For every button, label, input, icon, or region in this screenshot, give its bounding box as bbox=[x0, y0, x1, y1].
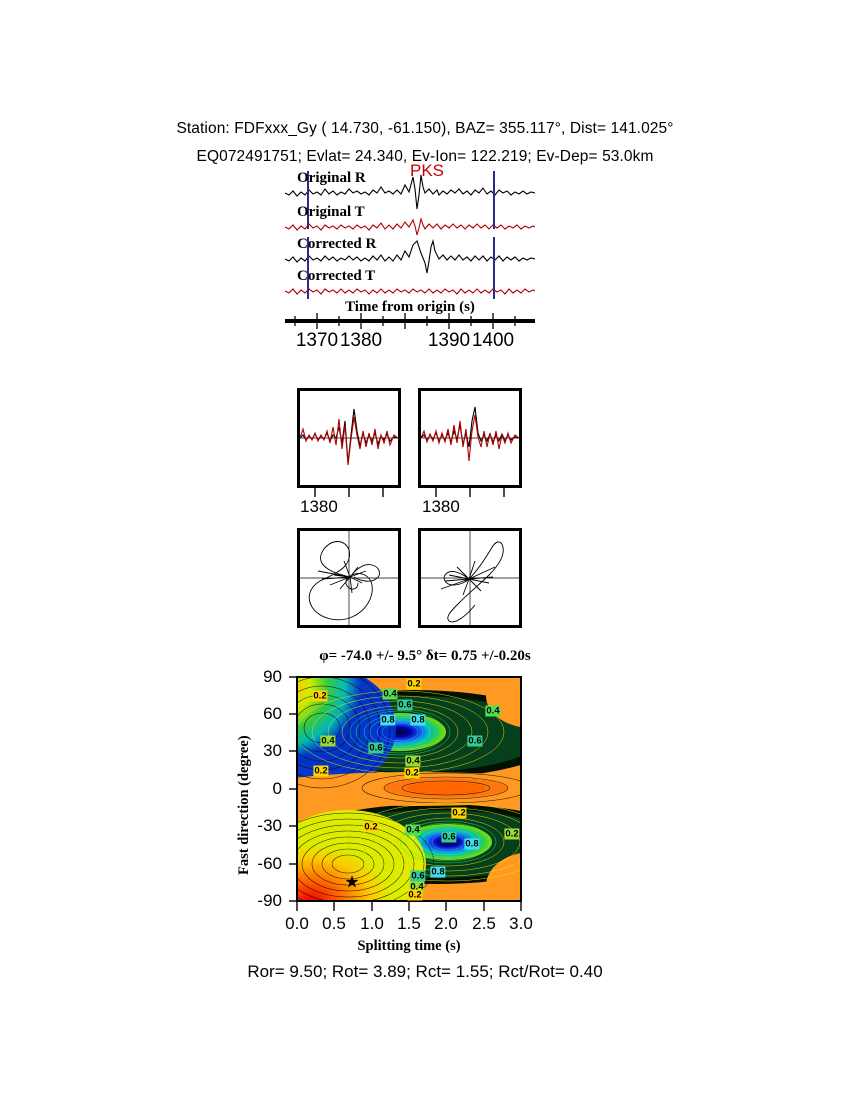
trace-label-corrected-r: Corrected R bbox=[297, 236, 377, 252]
trace-original-r bbox=[285, 174, 535, 210]
x-tick-2.5: 2.5 bbox=[472, 914, 496, 933]
y-tick-0: 0 bbox=[272, 779, 282, 798]
time-marker-line-right-top bbox=[493, 171, 495, 229]
contour-label: 0.2 bbox=[404, 767, 420, 779]
trace-corrected-t bbox=[285, 288, 535, 295]
x-tick-1.0: 1.0 bbox=[360, 914, 384, 933]
contour-label: 0.4 bbox=[405, 755, 421, 767]
contour-label: 0.2 bbox=[363, 821, 379, 833]
y-tick-60: 60 bbox=[263, 704, 282, 723]
contour-label: 0.2 bbox=[406, 678, 422, 690]
contour-y-axis-ticks bbox=[289, 676, 298, 902]
event-info-text: EQ072491751; Evlat= 24.340, Ev-Ion= 122.… bbox=[196, 148, 654, 165]
time-marker-line-left-top bbox=[307, 171, 309, 229]
contour-label: 0.6 bbox=[368, 742, 384, 754]
comparison-left-slow-trace bbox=[300, 416, 398, 466]
trace-label-corrected-t: Corrected T bbox=[297, 268, 376, 284]
trace-corrected-r bbox=[285, 238, 535, 274]
contour-label: 0.2 bbox=[312, 690, 328, 702]
trace-label-original-r: Original R bbox=[297, 170, 366, 186]
contour-label: 0.4 bbox=[320, 735, 336, 747]
comparison-left-tick-label: 1380 bbox=[300, 497, 338, 516]
trace-label-original-t: Original T bbox=[297, 204, 365, 220]
contour-label: 0.6 bbox=[397, 699, 413, 711]
header-line-1: Station: FDFxxx_Gy ( 14.730, -61.150), B… bbox=[0, 120, 850, 138]
particle-motion-box-corrected bbox=[418, 528, 522, 628]
contour-label: 0.2 bbox=[504, 828, 520, 840]
contour-label: 0.4 bbox=[382, 688, 398, 700]
contour-x-axis-ticks bbox=[296, 902, 522, 911]
contour-label: 0.4 bbox=[405, 824, 421, 836]
contour-label: 0.6 bbox=[467, 735, 483, 747]
trace-original-t bbox=[285, 216, 535, 236]
contour-label: 0.6 bbox=[410, 870, 426, 882]
contour-label: 0.6 bbox=[441, 831, 457, 843]
contour-label: 0.2 bbox=[313, 765, 329, 777]
y-tick-90: 90 bbox=[263, 667, 282, 686]
x-tick-1.5: 1.5 bbox=[397, 914, 421, 933]
time-tick-1380: 1380 bbox=[339, 330, 383, 351]
pks-phase-label: PKS bbox=[410, 161, 445, 180]
x-tick-0.5: 0.5 bbox=[322, 914, 346, 933]
contour-label: 0.4 bbox=[409, 881, 425, 893]
contour-label: 0.8 bbox=[380, 714, 396, 726]
particle-motion-path-corrected bbox=[440, 541, 504, 623]
contour-label: 0.4 bbox=[485, 705, 501, 717]
contour-plot: ★ 0.2 0.2 0.4 0.6 0.8 0.8 0.4 0.4 0.6 0.… bbox=[296, 676, 522, 902]
x-tick-0.0: 0.0 bbox=[285, 914, 309, 933]
time-marker-line-left-bottom bbox=[307, 237, 309, 299]
seismogram-panel: PKS Original R Original T Corrected R Co… bbox=[285, 161, 535, 305]
contour-label: 0.8 bbox=[410, 714, 426, 726]
particle-motion-box-uncorrected bbox=[297, 528, 401, 628]
time-axis-title: Time from origin (s) bbox=[345, 299, 475, 315]
y-tick-30: 30 bbox=[263, 741, 282, 760]
station-info-text: Station: FDFxxx_Gy ( 14.730, -61.150), B… bbox=[176, 120, 674, 137]
quality-metrics-footer: Ror= 9.50; Rot= 3.89; Rct= 1.55; Rct/Rot… bbox=[247, 962, 603, 981]
time-tick-1400: 1400 bbox=[471, 330, 515, 351]
comparison-tick-row bbox=[314, 488, 505, 497]
header-line-2: EQ072491751; Evlat= 24.340, Ev-Ion= 122.… bbox=[0, 148, 850, 166]
comparison-right-slow-trace bbox=[421, 414, 519, 462]
y-tick-m60: -60 bbox=[257, 854, 282, 873]
contour-y-axis-label: Fast direction (degree) bbox=[236, 735, 252, 875]
splitting-result-title: φ= -74.0 +/- 9.5° δt= 0.75 +/-0.20s bbox=[319, 648, 531, 664]
time-tick-1390: 1390 bbox=[427, 330, 471, 351]
contour-label: 0.2 bbox=[451, 807, 467, 819]
contour-x-axis-label: Splitting time (s) bbox=[357, 938, 461, 954]
time-axis: Time from origin (s) 1370 1380 1390 1400 bbox=[285, 299, 535, 360]
x-tick-2.0: 2.0 bbox=[434, 914, 458, 933]
waveform-comparison-box-left bbox=[297, 388, 401, 488]
particle-motion-path-uncorrected bbox=[308, 541, 380, 621]
y-tick-m30: -30 bbox=[257, 816, 282, 835]
waveform-comparison-box-right bbox=[418, 388, 522, 488]
contour-label: 0.8 bbox=[464, 838, 480, 850]
comparison-right-tick-label: 1380 bbox=[422, 497, 460, 516]
contour-label: 0.8 bbox=[430, 866, 446, 878]
y-tick-m90: -90 bbox=[257, 891, 282, 910]
time-marker-line-right-bottom bbox=[493, 237, 495, 299]
contour-label: 0.2 bbox=[407, 889, 423, 901]
time-tick-1370: 1370 bbox=[295, 330, 339, 351]
minimum-star-marker: ★ bbox=[344, 872, 360, 892]
x-tick-3.0: 3.0 bbox=[509, 914, 533, 933]
